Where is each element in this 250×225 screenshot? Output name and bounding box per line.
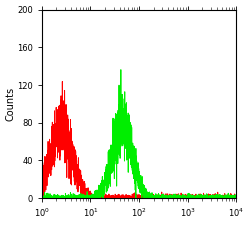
Y-axis label: Counts: Counts [6,87,16,121]
